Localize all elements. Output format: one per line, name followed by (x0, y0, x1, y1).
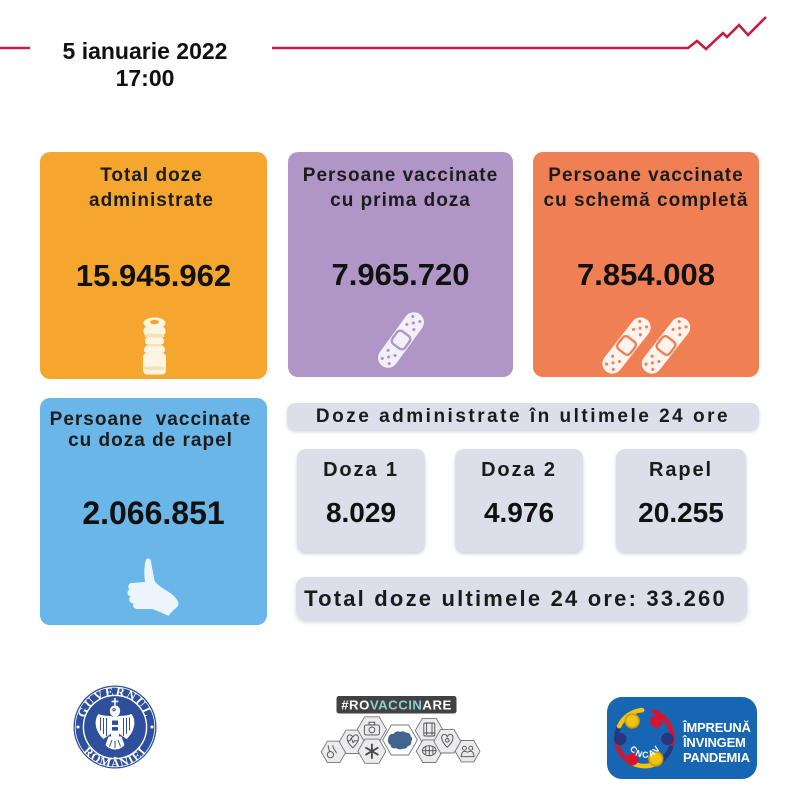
svg-text:ÎMPREUNĂ: ÎMPREUNĂ (682, 720, 752, 735)
svg-text:PANDEMIA: PANDEMIA (683, 750, 751, 765)
svg-text:ÎNVINGEM: ÎNVINGEM (682, 735, 746, 750)
svg-text:CNCAV: CNCAV (628, 743, 663, 760)
svg-text:#ROVACCINARE: #ROVACCINARE (341, 698, 452, 713)
